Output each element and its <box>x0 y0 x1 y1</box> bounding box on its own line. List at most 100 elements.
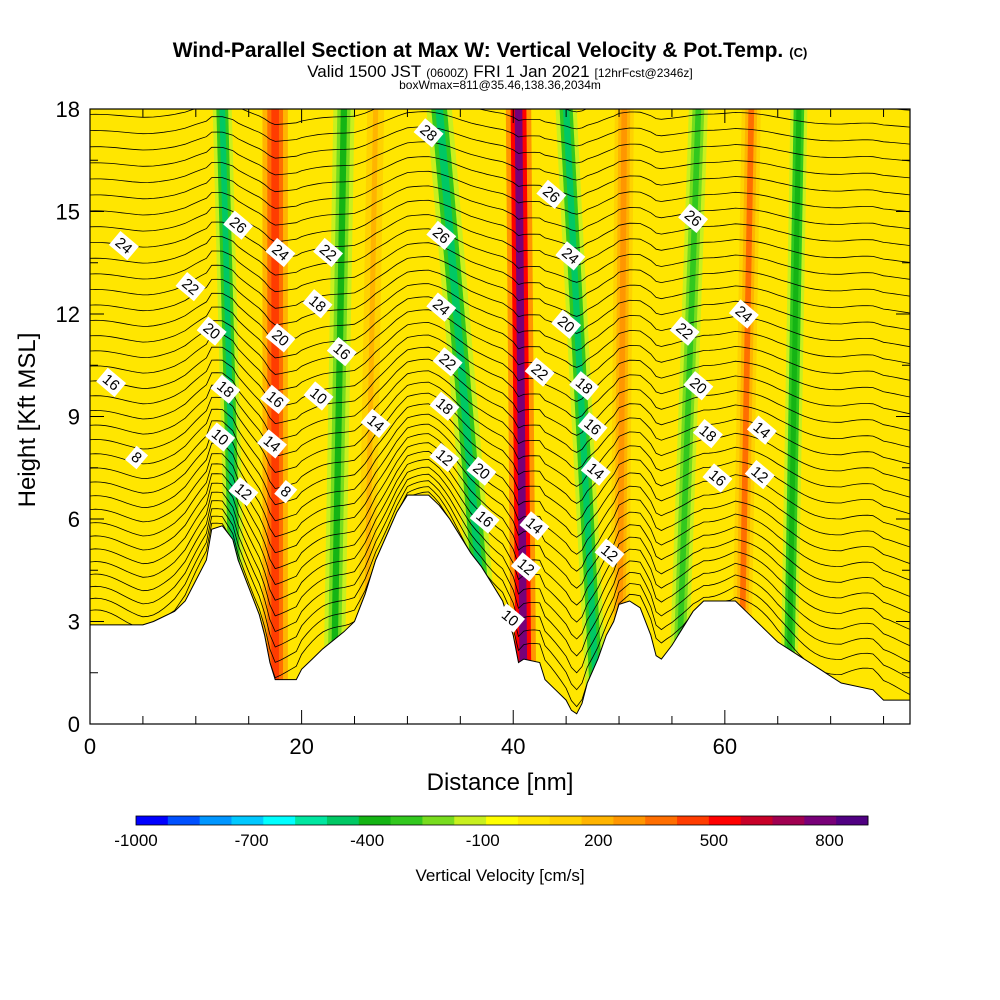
isentrope-34 <box>90 109 910 130</box>
colorbar-swatch-22 <box>836 816 869 825</box>
isentrope-25 <box>90 228 910 283</box>
contour-label-text-28: 12 <box>514 555 538 579</box>
colorbar-tick-5: 500 <box>700 831 728 850</box>
colorbar-swatch-10 <box>454 816 487 825</box>
x-axis-label: Distance [nm] <box>427 769 574 796</box>
isentrope-17 <box>90 334 910 419</box>
x-tick-label-40: 40 <box>501 734 525 759</box>
contour-label-41: 18 <box>692 418 723 449</box>
isentrope-19 <box>90 309 910 385</box>
isentrope-16 <box>90 346 910 436</box>
x-tick-label-20: 20 <box>289 734 313 759</box>
contour-label-text-26: 16 <box>472 508 496 532</box>
colorbar-swatch-1 <box>167 816 201 825</box>
contour-label-23: 18 <box>429 391 460 421</box>
isentrope-7 <box>90 442 910 589</box>
colorbar-tick-4: 200 <box>584 831 612 850</box>
contour-label-2: 22 <box>175 272 206 302</box>
contour-label-text-2: 22 <box>178 275 202 299</box>
contour-label-38: 26 <box>678 203 709 233</box>
colorbar-swatch-4 <box>263 816 296 825</box>
colorbar-swatch-15 <box>613 816 646 825</box>
contour-label-22: 22 <box>432 347 463 377</box>
isentrope-5 <box>90 458 910 623</box>
colorbar-swatch-19 <box>740 816 774 825</box>
contour-label-6: 10 <box>205 422 236 452</box>
contour-label-31: 20 <box>551 309 582 339</box>
contour-label-3: 20 <box>196 316 227 346</box>
y-tick-label-15: 15 <box>56 200 80 225</box>
contour-label-20: 26 <box>426 220 457 251</box>
isentrope-4 <box>90 466 910 640</box>
isentrope-27 <box>90 199 910 249</box>
colorbar-label: Vertical Velocity [cm/s] <box>415 866 584 885</box>
colorbar-swatch-17 <box>677 816 710 825</box>
contour-label-44: 14 <box>746 415 777 445</box>
contour-label-text-22: 22 <box>435 350 459 374</box>
contour-label-5: 18 <box>210 374 241 404</box>
contour-label-27: 14 <box>519 511 550 541</box>
isentrope-18 <box>90 322 910 402</box>
colorbar-tick-6: 800 <box>815 831 843 850</box>
velocity-band-1-level-2 <box>271 109 279 724</box>
contour-label-4: 16 <box>96 367 127 397</box>
contour-label-39: 22 <box>669 316 700 346</box>
velocity-band-7-level-2 <box>616 109 628 724</box>
velocity-band-2-level-2 <box>330 109 348 724</box>
colorbar-swatch-0 <box>136 816 169 825</box>
contour-label-34: 18 <box>569 371 600 401</box>
contour-label-24: 12 <box>429 442 460 473</box>
colorbar-tick-1: -700 <box>235 831 269 850</box>
contour-label-10: 20 <box>265 323 296 353</box>
x-tick-label-60: 60 <box>713 734 737 759</box>
colorbar-swatch-6 <box>326 816 360 825</box>
colorbar-swatch-12 <box>517 816 551 825</box>
isentrope-8 <box>90 433 910 572</box>
contour-label-21: 24 <box>426 292 457 322</box>
velocity-band-8-level-2 <box>674 109 702 724</box>
y-tick-label-18: 18 <box>56 97 80 122</box>
y-axis-label: Height [Kft MSL] <box>14 333 41 508</box>
contour-label-1: 26 <box>223 210 254 240</box>
colorbar-swatch-8 <box>390 816 423 825</box>
isentrope-24 <box>90 242 910 300</box>
contour-label-14: 22 <box>313 237 344 268</box>
isentrope-12 <box>90 392 910 504</box>
isentrope-15 <box>90 358 910 453</box>
colorbar-swatch-20 <box>772 816 805 825</box>
isentrope-33 <box>90 111 910 147</box>
contour-label-28: 12 <box>510 552 541 582</box>
contour-label-8: 12 <box>228 477 259 507</box>
isentrope-20 <box>90 296 910 368</box>
contour-label-15: 18 <box>302 289 333 319</box>
colorbar-swatch-18 <box>708 816 742 825</box>
colorbar-swatch-7 <box>358 816 392 825</box>
contour-label-43: 24 <box>728 299 759 329</box>
contour-label-33: 24 <box>555 241 586 271</box>
contour-labels: 24 26 22 20 16 18 10 8 12 24 20 16 14 8 22 18 16 10 14 28 26… <box>96 118 777 633</box>
contour-label-text-6: 10 <box>208 426 232 450</box>
isentrope-1 <box>90 486 910 691</box>
contour-label-37: 12 <box>594 538 625 568</box>
isentrope-32 <box>90 126 910 164</box>
contour-label-26: 16 <box>469 504 500 534</box>
chart-title: Wind-Parallel Section at Max W: Vertical… <box>173 39 808 62</box>
colorbar-frame <box>135 815 869 826</box>
contour-label-text-14: 22 <box>316 241 340 265</box>
colorbar-tick-2: -400 <box>350 831 384 850</box>
contour-label-45: 12 <box>744 459 775 490</box>
isentrope-29 <box>90 170 910 215</box>
contour-label-12: 14 <box>257 429 287 459</box>
contour-label-29: 10 <box>495 603 526 633</box>
colorbar-swatch-14 <box>581 816 614 825</box>
contour-label-13: 8 <box>274 479 298 504</box>
contour-label-30: 22 <box>524 357 555 387</box>
contour-label-0: 24 <box>108 231 139 261</box>
contour-label-9: 24 <box>265 237 296 268</box>
colorbar-swatch-11 <box>486 816 519 825</box>
isentrope-2 <box>90 480 910 674</box>
isentrope-31 <box>90 141 910 181</box>
contour-label-11: 16 <box>260 384 291 415</box>
y-tick-label-6: 6 <box>68 507 80 532</box>
y-tick-label-0: 0 <box>68 712 80 737</box>
